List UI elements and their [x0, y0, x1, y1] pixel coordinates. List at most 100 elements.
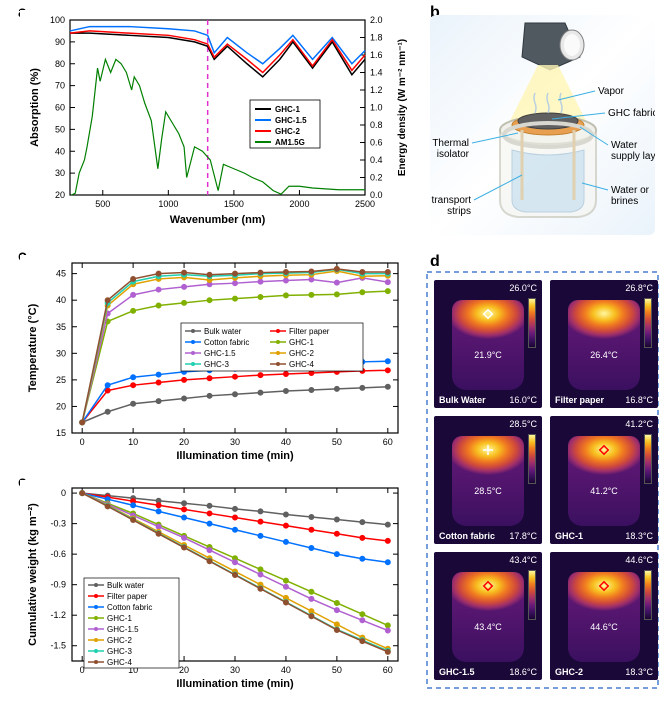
svg-text:1.8: 1.8	[370, 33, 383, 43]
svg-text:Filter paper: Filter paper	[289, 327, 330, 336]
panel-d-container: 26.0°C16.0°C21.9°CBulk Water26.8°C16.8°C…	[425, 270, 660, 690]
svg-text:15: 15	[56, 428, 66, 438]
svg-text:Vapor: Vapor	[598, 86, 625, 97]
svg-text:Cumulative weight (kg m⁻²): Cumulative weight (kg m⁻²)	[27, 503, 39, 646]
svg-text:GHC-4: GHC-4	[289, 360, 314, 369]
svg-text:Illumination time (min): Illumination time (min)	[176, 450, 294, 462]
svg-text:25: 25	[56, 375, 66, 385]
svg-text:-0.3: -0.3	[50, 519, 66, 529]
svg-text:2000: 2000	[289, 199, 309, 209]
svg-text:GHC-1: GHC-1	[289, 338, 314, 347]
svg-text:40: 40	[281, 665, 291, 675]
thermal-ghc-1: 41.2°C18.3°C41.2°CGHC-1	[550, 416, 658, 544]
svg-text:Cotton fabric: Cotton fabric	[204, 338, 249, 347]
thermal-cotton-fabric: 28.5°C17.8°C28.5°CCotton fabric	[434, 416, 542, 544]
svg-text:50: 50	[332, 437, 342, 447]
panel-a-chart: 500 1000 1500 2000 2500 20 30 40 50 60 70 80 90 100 0.…	[20, 10, 410, 235]
svg-text:0.8: 0.8	[370, 120, 383, 130]
svg-text:70: 70	[55, 81, 65, 91]
svg-text:GHC-2: GHC-2	[107, 636, 132, 645]
panel-e-svg: 01020304050600-0.3-0.6-0.9-1.2-1.5Illumi…	[20, 480, 410, 693]
svg-text:40: 40	[281, 437, 291, 447]
svg-text:0.0: 0.0	[370, 190, 383, 200]
svg-text:Thermal: Thermal	[432, 138, 469, 149]
thermal-ghc-1.5: 43.4°C18.6°C43.4°CGHC-1.5	[434, 552, 542, 680]
svg-text:80: 80	[55, 59, 65, 69]
svg-text:30: 30	[230, 437, 240, 447]
svg-text:40: 40	[55, 146, 65, 156]
svg-text:Wavenumber (nm): Wavenumber (nm)	[170, 214, 266, 226]
thermal-bulk-water: 26.0°C16.0°C21.9°CBulk Water	[434, 280, 542, 408]
svg-text:supply layer: supply layer	[611, 151, 655, 162]
panel-c-svg: 0 10 20 30 40 50 60 15 20 25 30 35 40 45 Illumination …	[20, 255, 410, 465]
svg-text:45: 45	[56, 269, 66, 279]
svg-text:20: 20	[55, 190, 65, 200]
svg-text:10: 10	[128, 437, 138, 447]
svg-text:1.6: 1.6	[370, 50, 383, 60]
panel-b-svg: Vapor GHC fabric Watersupply layer Water or…	[430, 15, 655, 235]
svg-text:50: 50	[55, 124, 65, 134]
svg-text:30: 30	[56, 348, 66, 358]
svg-text:1.2: 1.2	[370, 85, 383, 95]
svg-text:20: 20	[56, 401, 66, 411]
svg-text:60: 60	[383, 665, 393, 675]
svg-text:50: 50	[332, 665, 342, 675]
svg-text:0.2: 0.2	[370, 173, 383, 183]
svg-text:0.4: 0.4	[370, 155, 383, 165]
svg-text:-0.9: -0.9	[50, 580, 66, 590]
svg-text:GHC-1.5: GHC-1.5	[204, 349, 236, 358]
svg-text:strips: strips	[447, 206, 471, 217]
svg-text:-1.2: -1.2	[50, 610, 66, 620]
svg-text:Water: Water	[611, 140, 638, 151]
svg-text:GHC-4: GHC-4	[107, 658, 132, 667]
panel-b-schematic: Vapor GHC fabric Watersupply layer Water or…	[430, 15, 655, 235]
svg-text:90: 90	[55, 37, 65, 47]
svg-text:GHC-1: GHC-1	[107, 614, 132, 623]
panel-e-chart: 01020304050600-0.3-0.6-0.9-1.2-1.5Illumi…	[20, 480, 410, 693]
svg-text:GHC-3: GHC-3	[204, 360, 229, 369]
svg-text:30: 30	[230, 665, 240, 675]
svg-text:0: 0	[61, 488, 66, 498]
svg-text:Water or: Water or	[611, 185, 650, 196]
svg-text:35: 35	[56, 322, 66, 332]
svg-text:-0.6: -0.6	[50, 549, 66, 559]
panel-d-label: d	[430, 253, 440, 271]
svg-text:0.6: 0.6	[370, 138, 383, 148]
svg-text:-1.5: -1.5	[50, 641, 66, 651]
svg-text:GHC-2: GHC-2	[289, 349, 314, 358]
svg-text:Bulk water: Bulk water	[107, 581, 145, 590]
svg-text:Illumination time (min): Illumination time (min)	[176, 678, 294, 690]
svg-text:Cotton fabric: Cotton fabric	[107, 603, 152, 612]
svg-text:Filter paper: Filter paper	[107, 592, 148, 601]
svg-text:AM1.5G: AM1.5G	[275, 138, 305, 147]
panel-c-chart: 0 10 20 30 40 50 60 15 20 25 30 35 40 45 Illumination …	[20, 255, 410, 465]
svg-text:1000: 1000	[158, 199, 178, 209]
svg-text:Absorption (%): Absorption (%)	[29, 68, 41, 147]
svg-text:GHC fabric: GHC fabric	[608, 108, 655, 119]
svg-text:Water transport: Water transport	[430, 195, 471, 206]
panel-a-svg: 500 1000 1500 2000 2500 20 30 40 50 60 70 80 90 100 0.…	[20, 10, 410, 235]
svg-text:1500: 1500	[224, 199, 244, 209]
thermal-filter-paper: 26.8°C16.8°C26.4°CFilter paper	[550, 280, 658, 408]
svg-text:20: 20	[179, 665, 189, 675]
svg-text:30: 30	[55, 168, 65, 178]
svg-text:isolator: isolator	[437, 149, 470, 160]
svg-text:500: 500	[95, 199, 110, 209]
svg-text:60: 60	[383, 437, 393, 447]
svg-text:GHC-1: GHC-1	[275, 105, 300, 114]
svg-text:brines: brines	[611, 196, 638, 207]
svg-text:40: 40	[56, 295, 66, 305]
svg-text:Energy density (W m⁻² nm⁻¹): Energy density (W m⁻² nm⁻¹)	[397, 39, 408, 176]
svg-text:GHC-2: GHC-2	[275, 127, 300, 136]
svg-text:20: 20	[179, 437, 189, 447]
svg-text:GHC-3: GHC-3	[107, 647, 132, 656]
svg-text:60: 60	[55, 103, 65, 113]
svg-text:2500: 2500	[355, 199, 375, 209]
svg-text:2.0: 2.0	[370, 15, 383, 25]
svg-text:Bulk water: Bulk water	[204, 327, 242, 336]
svg-text:Temperature (°C): Temperature (°C)	[27, 303, 39, 392]
svg-text:0: 0	[80, 437, 85, 447]
svg-text:1.4: 1.4	[370, 68, 383, 78]
svg-text:100: 100	[50, 15, 65, 25]
svg-text:1.0: 1.0	[370, 103, 383, 113]
